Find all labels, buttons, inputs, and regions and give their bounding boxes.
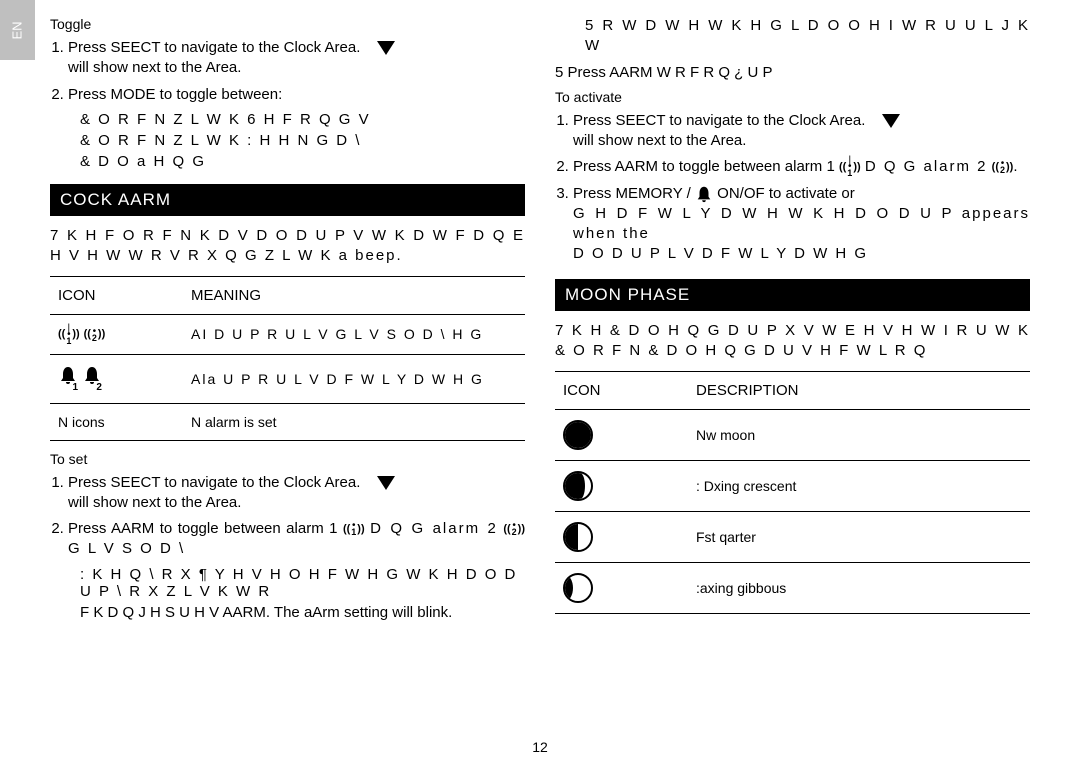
alarm-1-icon: ((•1)): [343, 523, 365, 535]
text: will show next to the Area.: [68, 494, 241, 511]
waxing-crescent-icon: [563, 471, 593, 501]
text: G H D F W L Y D W H W K H D O D U P appe…: [573, 205, 1030, 242]
waxing-gibbous-icon: [563, 573, 593, 603]
table-header: MEANING: [183, 277, 525, 315]
list-item: Press MODE to toggle between:: [68, 85, 525, 105]
down-triangle-icon: [377, 476, 395, 490]
list-item: Press SEECT to navigate to the Clock Are…: [68, 38, 525, 79]
clock-alarm-header: COCK AARM: [50, 184, 525, 216]
list-item: Press SEECT to navigate to the Clock Are…: [68, 473, 525, 514]
table-cell: Fst qarter: [688, 512, 1030, 563]
toactivate-label: To activate: [555, 89, 1030, 105]
table-cell: 1 2: [50, 354, 183, 403]
page-number: 12: [532, 739, 548, 755]
alarm-2-icon: ((•2)): [84, 329, 106, 341]
table-cell: : Dxing crescent: [688, 461, 1030, 512]
alarm-1-icon: ((|•1)): [839, 158, 861, 176]
list-item: Press AARM to toggle between alarm 1 ((•…: [68, 519, 525, 560]
step5: 5 Press AARM W R F R Q ¿ U P: [555, 63, 1030, 83]
sub-item: & D O a H Q G: [80, 153, 525, 170]
table-cell: [555, 563, 688, 614]
moon-phase-header: MOON PHASE: [555, 279, 1030, 311]
table-header: ICON: [555, 372, 688, 410]
table-cell: Nw moon: [688, 410, 1030, 461]
table-cell: N alarm is set: [183, 403, 525, 440]
bell-2-icon: 2: [82, 365, 102, 393]
toset-label: To set: [50, 451, 525, 467]
page-columns: Toggle Press SEECT to navigate to the Cl…: [50, 10, 1030, 751]
table-cell: N icons: [50, 403, 183, 440]
bell-1-icon: 1: [58, 365, 78, 393]
text: G L V S O D \: [68, 540, 185, 557]
alarm-icon-table: ICON MEANING ((|•1)) ((•2)) AI D U P R U…: [50, 276, 525, 440]
moon-para: 7 K H & D O H Q G D U P X V W E H V H W …: [555, 321, 1030, 362]
set-steps: Press SEECT to navigate to the Clock Are…: [68, 473, 525, 560]
table-cell: [555, 461, 688, 512]
table-cell: ((|•1)) ((•2)): [50, 315, 183, 354]
text: Press AARM to toggle between alarm 1: [68, 520, 337, 537]
alarm-2-icon: ((•2)): [992, 161, 1014, 173]
table-header: ICON: [50, 277, 183, 315]
list-item: Press SEECT to navigate to the Clock Are…: [573, 111, 1030, 152]
sub-item: F K D Q J H S U H V AARM. The aArm setti…: [80, 604, 525, 621]
new-moon-icon: [563, 420, 593, 450]
alarm-1-icon: ((|•1)): [58, 326, 80, 344]
sub-item: & O R F N Z L W K : H H N G D \: [80, 132, 525, 149]
text: Press SEECT to navigate to the Clock Are…: [573, 112, 865, 129]
bell-icon: [695, 185, 713, 203]
text: D Q G alarm 2: [865, 158, 988, 175]
down-triangle-icon: [882, 114, 900, 128]
text: Press MODE to toggle between:: [68, 86, 282, 103]
first-quarter-icon: [563, 522, 593, 552]
down-triangle-icon: [377, 41, 395, 55]
language-tab: EN: [0, 0, 35, 60]
list-item: Press AARM to toggle between alarm 1 ((|…: [573, 157, 1030, 177]
moon-phase-table: ICON DESCRIPTION Nw moon : Dxing crescen…: [555, 371, 1030, 614]
table-cell: :axing gibbous: [688, 563, 1030, 614]
table-header: DESCRIPTION: [688, 372, 1030, 410]
text: D O D U P L V D F W L Y D W H G: [573, 245, 868, 262]
list-item: Press MEMORY / ON/OF to activate or G H …: [573, 184, 1030, 265]
rotate-text: 5 R W D W H W K H G L D O O H I W R U U …: [585, 16, 1030, 57]
activate-steps: Press SEECT to navigate to the Clock Are…: [573, 111, 1030, 265]
text: Press MEMORY /: [573, 185, 691, 202]
text: ON/OF to activate or: [717, 185, 855, 202]
table-cell: AI D U P R U L V G L V S O D \ H G: [183, 315, 525, 354]
toggle-label: Toggle: [50, 16, 525, 32]
text: will show next to the Area.: [68, 59, 241, 76]
text: Press SEECT to navigate to the Clock Are…: [68, 39, 360, 56]
alarm-2-icon: ((•2)): [503, 523, 525, 535]
table-cell: Ala U P R U L V D F W L Y D W H G: [183, 354, 525, 403]
sub-item: : K H Q \ R X ¶ Y H V H O H F W H G W K …: [80, 566, 525, 600]
text: D Q G alarm 2: [370, 520, 498, 537]
clock-alarm-para: 7 K H F O R F N K D V D O D U P V W K D …: [50, 226, 525, 267]
text: Press AARM to toggle between alarm 1: [573, 158, 835, 175]
right-column: 5 R W D W H W K H G L D O O H I W R U U …: [555, 10, 1030, 751]
text: will show next to the Area.: [573, 132, 746, 149]
sub-item: & O R F N Z L W K 6 H F R Q G V: [80, 111, 525, 128]
table-cell: [555, 512, 688, 563]
table-cell: [555, 410, 688, 461]
text: Press SEECT to navigate to the Clock Are…: [68, 474, 360, 491]
toggle-steps: Press SEECT to navigate to the Clock Are…: [68, 38, 525, 105]
left-column: Toggle Press SEECT to navigate to the Cl…: [50, 10, 525, 751]
